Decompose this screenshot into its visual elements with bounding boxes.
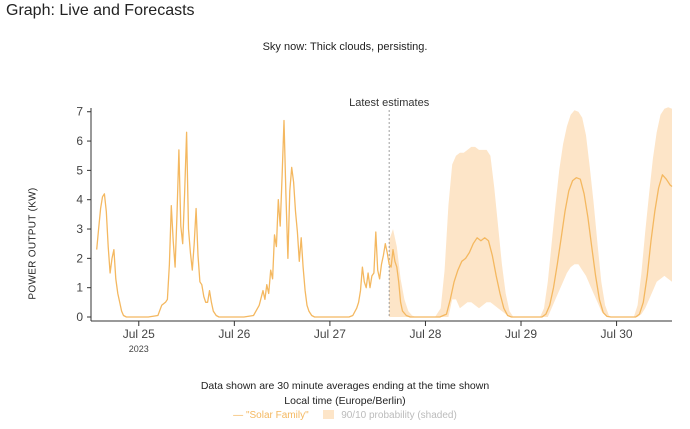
legend-line-marker: — (233, 410, 244, 421)
chart-legend: — "Solar Family" 90/10 probability (shad… (0, 410, 690, 421)
legend-band-label: 90/10 probability (shaded) (341, 410, 457, 421)
timezone-note: Local time (Europe/Berlin) (284, 395, 406, 407)
legend-band-swatch (323, 410, 335, 419)
power-output-chart: Latest estimates 0 1 2 3 4 5 6 7 Jul 25 2023 Jul 26… (76, 97, 673, 354)
y-tick-label: 7 (76, 105, 83, 119)
x-tick-label: Jul 29 (505, 327, 537, 341)
page-title: Graph: Live and Forecasts (6, 2, 195, 19)
y-tick-label: 0 (76, 310, 83, 324)
legend-item-solar[interactable]: — "Solar Family" (233, 410, 308, 421)
x-tick-label: Jul 25 (123, 327, 155, 341)
legend-item-band[interactable]: 90/10 probability (shaded) (323, 410, 457, 421)
sky-status: Sky now: Thick clouds, persisting. (262, 41, 428, 53)
x-tick-label: Jul 26 (218, 327, 250, 341)
x-tick-label: Jul 30 (601, 327, 633, 341)
averaging-note: Data shown are 30 minute averages ending… (200, 380, 490, 392)
divider-label: Latest estimates (349, 97, 430, 109)
y-tick-label: 2 (76, 251, 83, 265)
y-tick-label: 1 (76, 281, 83, 295)
y-tick-label: 3 (76, 222, 83, 236)
y-tick-label: 4 (76, 193, 83, 207)
x-tick-sublabel: 2023 (129, 344, 149, 354)
y-tick-label: 5 (76, 163, 83, 177)
legend-solar-label: "Solar Family" (245, 410, 309, 421)
y-tick-label: 6 (76, 134, 83, 148)
solar-family-line (96, 119, 673, 318)
probability-band (389, 107, 672, 317)
x-tick-label: Jul 27 (314, 327, 346, 341)
x-tick-label: Jul 28 (409, 327, 441, 341)
